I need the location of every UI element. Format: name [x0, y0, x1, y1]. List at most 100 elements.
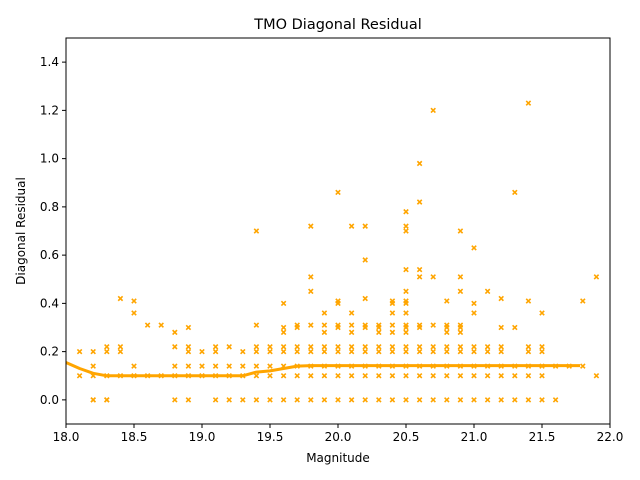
data-point — [321, 372, 328, 379]
data-point — [212, 363, 219, 369]
data-point — [226, 344, 232, 350]
data-point — [240, 397, 246, 403]
data-point — [484, 288, 491, 295]
data-point — [430, 348, 436, 355]
data-point — [416, 324, 423, 331]
data-point — [335, 300, 341, 307]
data-point — [539, 363, 545, 369]
chart-title: TMO Diagonal Residual — [253, 17, 422, 33]
data-point — [76, 372, 83, 379]
data-point — [498, 295, 504, 302]
data-point — [308, 322, 314, 328]
data-point — [525, 344, 532, 350]
data-point — [539, 372, 545, 379]
data-point — [389, 344, 396, 350]
data-point — [348, 322, 355, 328]
y-tick-label: 0.0 — [40, 393, 59, 407]
x-tick-label: 21.0 — [461, 430, 488, 444]
y-axis: 0.0 0.2 0.4 0.6 0.8 1.0 1.2 1.4 — [40, 55, 66, 407]
data-point — [457, 363, 464, 369]
data-point — [525, 100, 532, 106]
data-point — [403, 288, 409, 295]
data-point — [403, 372, 409, 379]
data-point — [294, 324, 300, 331]
data-point — [362, 223, 368, 229]
data-point — [430, 363, 436, 369]
data-point — [348, 397, 355, 403]
data-point — [430, 274, 436, 280]
data-point — [308, 348, 314, 355]
data-point — [416, 363, 423, 369]
data-point — [294, 344, 300, 350]
data-point — [444, 348, 450, 355]
data-point — [552, 397, 559, 403]
x-tick-label: 19.5 — [257, 430, 284, 444]
y-tick-label: 1.0 — [40, 152, 59, 166]
data-point — [131, 372, 137, 379]
data-point — [498, 324, 504, 331]
data-point — [199, 348, 205, 355]
data-point — [512, 324, 518, 331]
data-point — [525, 363, 532, 369]
data-point — [267, 348, 273, 355]
data-point — [362, 363, 368, 369]
data-point — [416, 344, 423, 350]
y-tick-label: 0.8 — [40, 200, 59, 214]
data-point — [416, 160, 423, 167]
data-point — [552, 363, 559, 369]
data-point — [240, 363, 246, 369]
data-point — [403, 266, 409, 273]
data-point — [308, 274, 314, 280]
data-point — [430, 344, 436, 350]
data-point — [457, 228, 464, 234]
data-point — [280, 372, 287, 379]
data-point — [348, 363, 355, 369]
data-point — [185, 348, 192, 355]
data-point — [226, 397, 232, 403]
data-point — [348, 348, 355, 355]
y-tick-label: 0.6 — [40, 248, 59, 262]
data-point — [335, 344, 341, 350]
data-point — [199, 372, 205, 379]
data-point — [131, 298, 137, 304]
data-point — [498, 344, 504, 350]
data-point — [484, 372, 491, 379]
data-point — [294, 348, 300, 355]
data-point — [376, 363, 382, 369]
data-point — [117, 295, 124, 302]
data-point — [389, 372, 396, 379]
data-point — [525, 372, 532, 379]
data-point — [117, 348, 124, 355]
data-point — [444, 372, 450, 379]
data-point — [389, 310, 396, 316]
data-point — [539, 344, 545, 350]
data-point — [335, 372, 341, 379]
data-point — [403, 300, 409, 307]
data-point — [294, 397, 300, 403]
data-point — [498, 372, 504, 379]
data-point — [457, 288, 464, 295]
data-point — [416, 199, 423, 205]
data-point — [430, 397, 436, 403]
data-point — [172, 363, 178, 369]
data-point — [308, 288, 314, 295]
data-point — [525, 348, 532, 355]
data-point — [280, 324, 287, 331]
data-point — [539, 348, 545, 355]
data-point — [253, 322, 260, 328]
data-point — [280, 348, 287, 355]
data-point — [294, 363, 300, 369]
data-point — [321, 322, 328, 328]
data-point — [348, 223, 355, 229]
x-axis-label: Magnitude — [306, 451, 370, 465]
data-point — [199, 363, 205, 369]
plot-marks — [65, 100, 600, 403]
data-point — [457, 348, 464, 355]
data-point — [90, 397, 96, 403]
data-point — [430, 107, 436, 114]
data-point — [185, 363, 192, 369]
data-point — [90, 348, 96, 355]
data-point — [376, 397, 382, 403]
data-point — [185, 344, 192, 350]
